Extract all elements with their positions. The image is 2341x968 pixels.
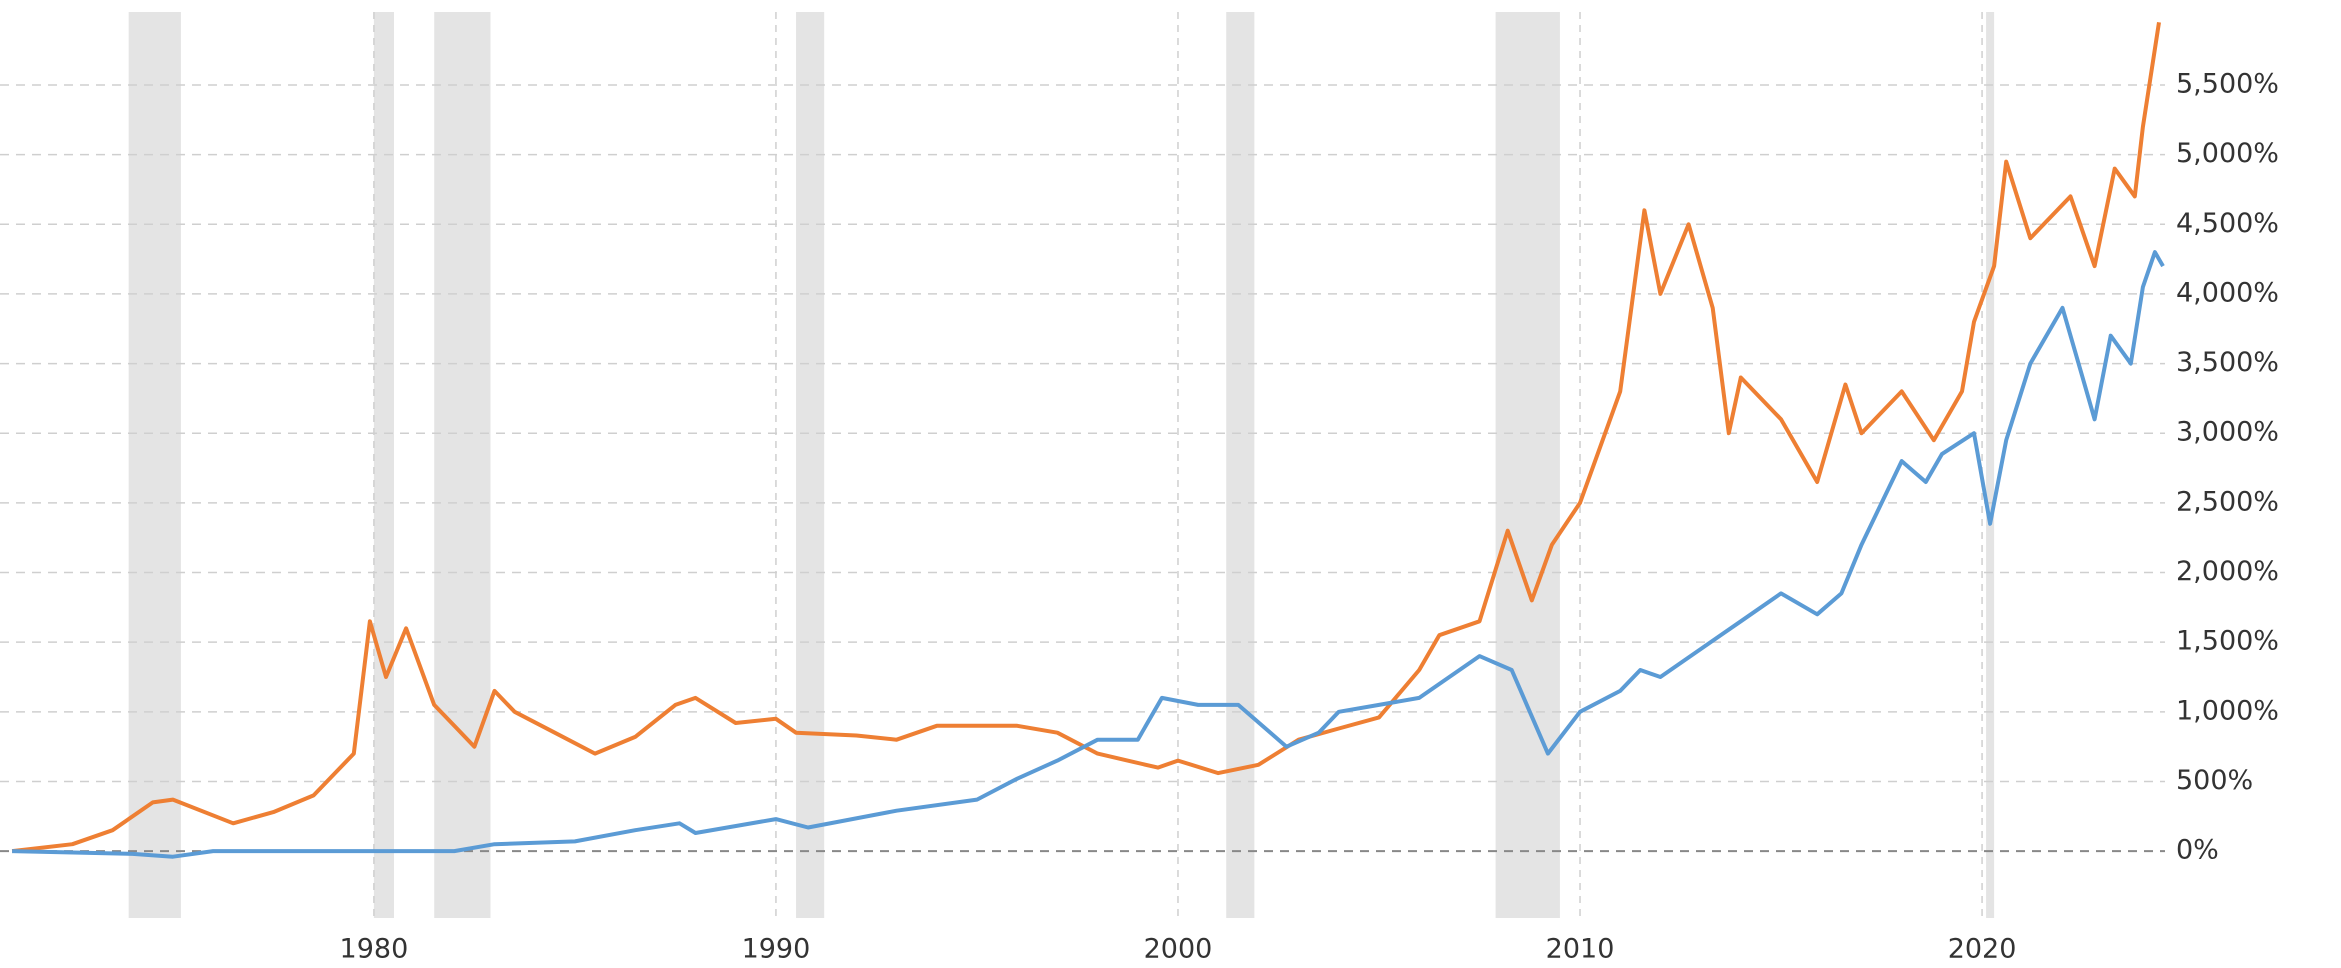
y-tick-label: 1,500% — [2176, 626, 2279, 657]
y-tick-label: 5,500% — [2176, 68, 2279, 99]
y-tick-label: 2,500% — [2176, 486, 2279, 517]
x-tick-label: 2020 — [1948, 934, 2017, 965]
y-tick-label: 5,000% — [2176, 138, 2279, 169]
recession-band — [373, 12, 395, 918]
y-tick-label: 4,000% — [2176, 277, 2279, 308]
y-tick-label: 3,500% — [2176, 347, 2279, 378]
y-tick-label: 4,500% — [2176, 208, 2279, 239]
x-tick-label: 1990 — [742, 934, 811, 965]
y-tick-label: 1,000% — [2176, 695, 2279, 726]
x-tick-label: 2010 — [1546, 934, 1615, 965]
y-tick-label: 500% — [2176, 765, 2253, 796]
y-tick-label: 0% — [2176, 835, 2219, 866]
y-tick-label: 3,000% — [2176, 417, 2279, 448]
recession-band — [434, 12, 491, 918]
recession-band — [1986, 12, 1995, 918]
x-tick-label: 1980 — [340, 934, 409, 965]
recession-band — [1495, 12, 1560, 918]
x-tick-label: 2000 — [1144, 934, 1213, 965]
series-line — [12, 250, 2165, 859]
recession-band — [796, 12, 825, 918]
recession-band — [128, 12, 181, 918]
series-line — [11, 21, 2161, 854]
y-tick-label: 2,000% — [2176, 556, 2279, 587]
